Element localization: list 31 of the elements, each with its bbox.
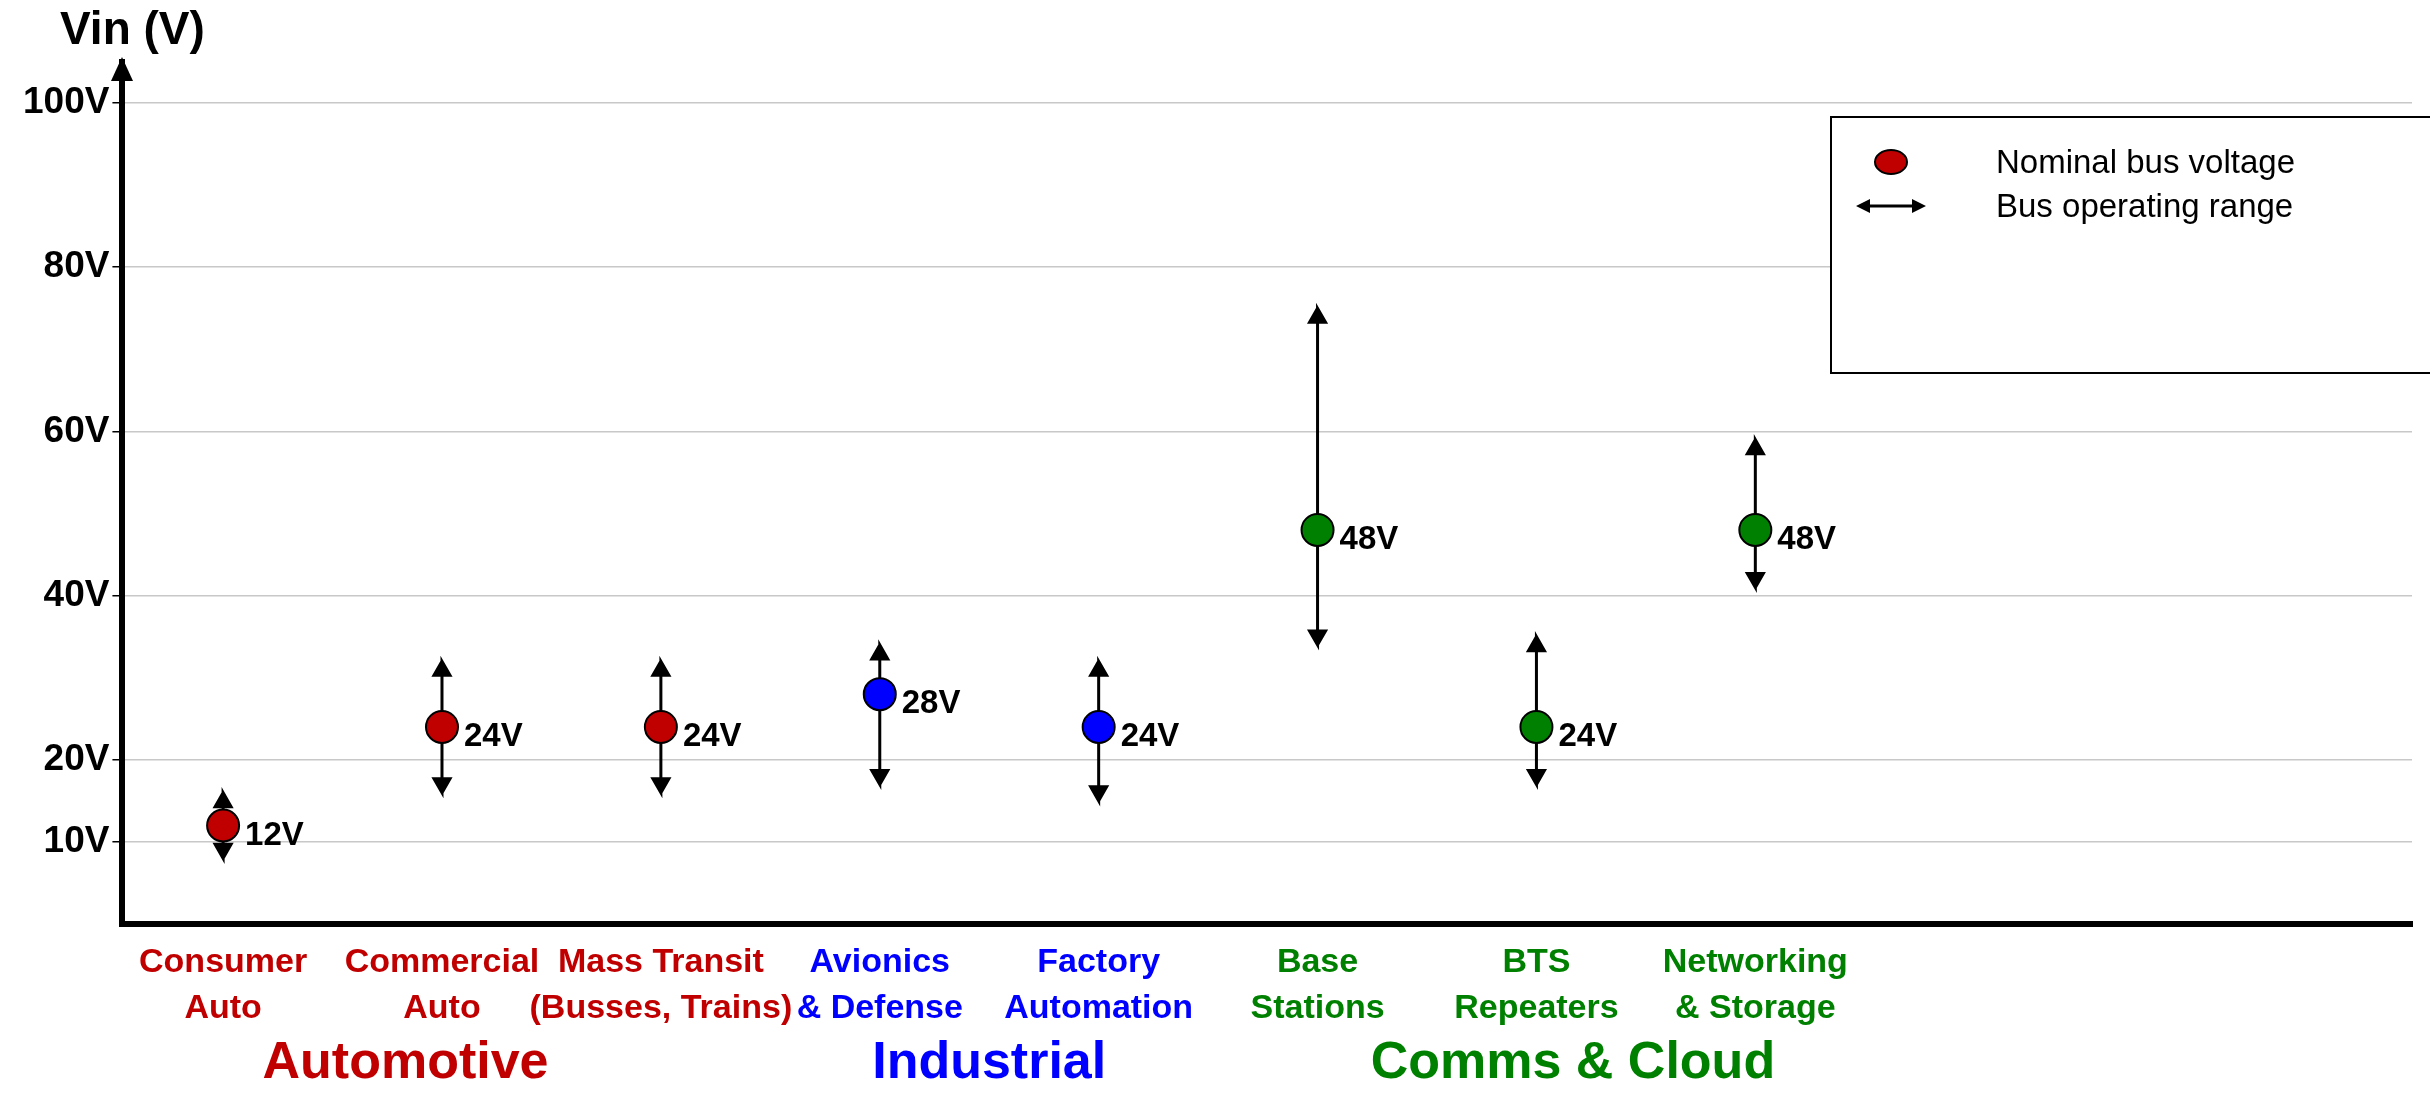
point xyxy=(862,677,897,712)
y-tick-label: 10V xyxy=(43,819,110,861)
y-tick-label: 80V xyxy=(43,244,110,286)
data-label: 12V xyxy=(245,814,304,852)
x-tick-label: Consumer Auto xyxy=(139,941,308,1026)
data-label: 24V xyxy=(1120,716,1180,754)
data-label: 48V xyxy=(1339,519,1399,557)
point xyxy=(1300,512,1335,547)
y-tick-label: 20V xyxy=(43,737,110,779)
data-label: 24V xyxy=(1558,716,1618,754)
x-tick-label: BTS Repeaters xyxy=(1454,941,1619,1026)
legend-box: Nominal bus voltage Bus operating range xyxy=(1830,116,2430,374)
point xyxy=(1519,709,1554,744)
point xyxy=(1081,709,1116,744)
data-label: 24V xyxy=(682,716,742,754)
y-tick-label: 60V xyxy=(43,408,110,450)
point xyxy=(424,709,459,744)
data-label: 28V xyxy=(901,683,961,721)
y-tick-label: 40V xyxy=(43,572,110,614)
point xyxy=(643,709,678,744)
text: Industrial xyxy=(872,1031,1107,1090)
text: Comms & Cloud xyxy=(1370,1031,1776,1090)
x-tick-label: Avionics & Defense xyxy=(796,941,963,1026)
x-tick-label: Networking & Storage xyxy=(1662,941,1848,1026)
x-tick-label: Factory Automation xyxy=(1004,941,1194,1026)
x-tick-label: Base Stations xyxy=(1250,941,1385,1026)
y-axis-title: Vin (V) xyxy=(60,1,205,54)
data-label: 24V xyxy=(463,716,523,754)
data-label: 48V xyxy=(1777,519,1837,557)
y-tick-label: 100V xyxy=(22,80,110,122)
text: Automotive xyxy=(262,1031,549,1090)
